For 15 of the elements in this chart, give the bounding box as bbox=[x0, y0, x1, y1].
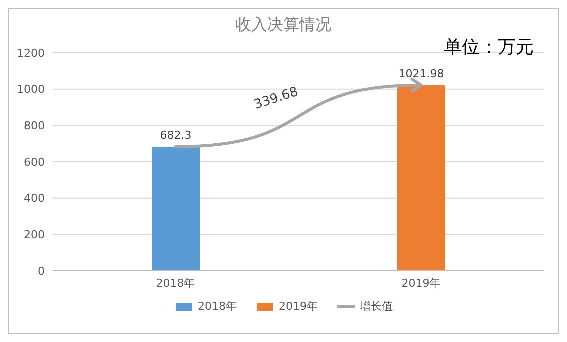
y-tick-label: 0 bbox=[38, 264, 45, 278]
data-label: 1021.98 bbox=[398, 67, 444, 80]
data-label: 682.3 bbox=[160, 129, 192, 142]
y-tick-label: 1200 bbox=[17, 46, 45, 60]
y-tick-label: 1000 bbox=[17, 83, 45, 96]
y-tick-label: 200 bbox=[24, 228, 45, 242]
y-tick-label: 600 bbox=[24, 156, 45, 169]
legend-label: 增长值 bbox=[359, 299, 393, 314]
chart-title: 收入决算情况 bbox=[234, 15, 332, 36]
legend-label: 2018年 bbox=[197, 299, 237, 314]
annotation: 单位：万元 bbox=[444, 37, 534, 58]
y-tick-label: 400 bbox=[24, 192, 45, 206]
legend-label: 2019年 bbox=[278, 299, 318, 314]
annotation: 339.68 bbox=[252, 84, 300, 114]
y-tick-label: 800 bbox=[24, 120, 45, 133]
